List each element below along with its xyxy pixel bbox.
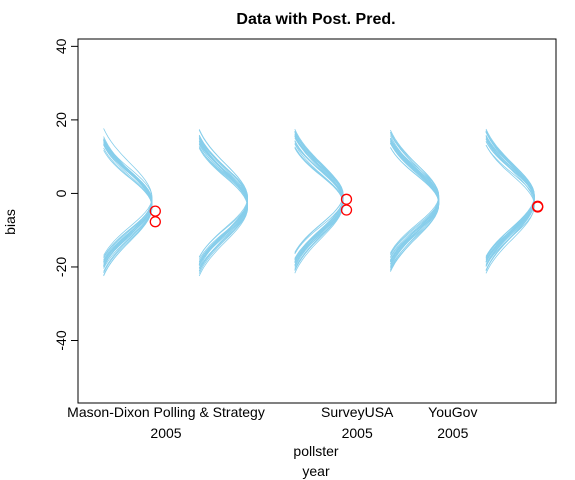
density-curve <box>198 134 249 265</box>
y-tick-label: 40 <box>53 38 69 54</box>
x-axis-label-year: year <box>302 463 330 479</box>
density-curve <box>390 139 440 269</box>
observed-points <box>149 193 544 228</box>
x-axis-label-pollster: pollster <box>293 443 338 459</box>
x-tick-label-year: 2005 <box>437 425 468 441</box>
density-curve <box>103 139 153 274</box>
density-curve <box>294 142 344 255</box>
chart-title: Data with Post. Pred. <box>236 11 395 28</box>
density-curve <box>485 141 535 257</box>
y-tick-label: 20 <box>53 112 69 128</box>
y-axis: -40 -20 0 20 40 <box>53 38 78 351</box>
plot-frame <box>77 38 557 404</box>
density-curve <box>294 146 344 262</box>
density-curve <box>294 140 344 264</box>
posterior-predictive-curves <box>103 128 535 277</box>
density-curve <box>198 138 249 272</box>
density-curve <box>390 129 440 268</box>
observed-point <box>340 204 353 216</box>
y-axis-label: bias <box>2 209 18 235</box>
x-tick-label-year: 2005 <box>342 425 373 441</box>
y-tick-label: 0 <box>53 189 69 197</box>
y-tick-label: -40 <box>53 330 69 350</box>
density-curve <box>198 135 249 265</box>
density-curve <box>485 140 535 257</box>
x-tick-label-pollster: SurveyUSA <box>321 404 394 420</box>
x-tick-label-pollster: YouGov <box>428 404 477 420</box>
density-curve <box>485 144 535 267</box>
observed-point <box>532 201 544 213</box>
observed-point <box>340 193 353 205</box>
density-curve <box>103 144 153 262</box>
density-curve <box>198 146 249 260</box>
density-curve <box>485 138 535 263</box>
y-tick-label: -20 <box>53 257 69 277</box>
observed-point <box>149 216 161 228</box>
x-tick-label-year: 2005 <box>150 425 181 441</box>
x-tick-labels: Mason-Dixon Polling & Strategy 2005 Survey… <box>67 404 477 441</box>
density-curve <box>294 129 344 266</box>
density-curve <box>485 135 535 258</box>
density-curve <box>485 138 535 262</box>
x-tick-label-pollster: Mason-Dixon Polling & Strategy <box>67 404 265 420</box>
